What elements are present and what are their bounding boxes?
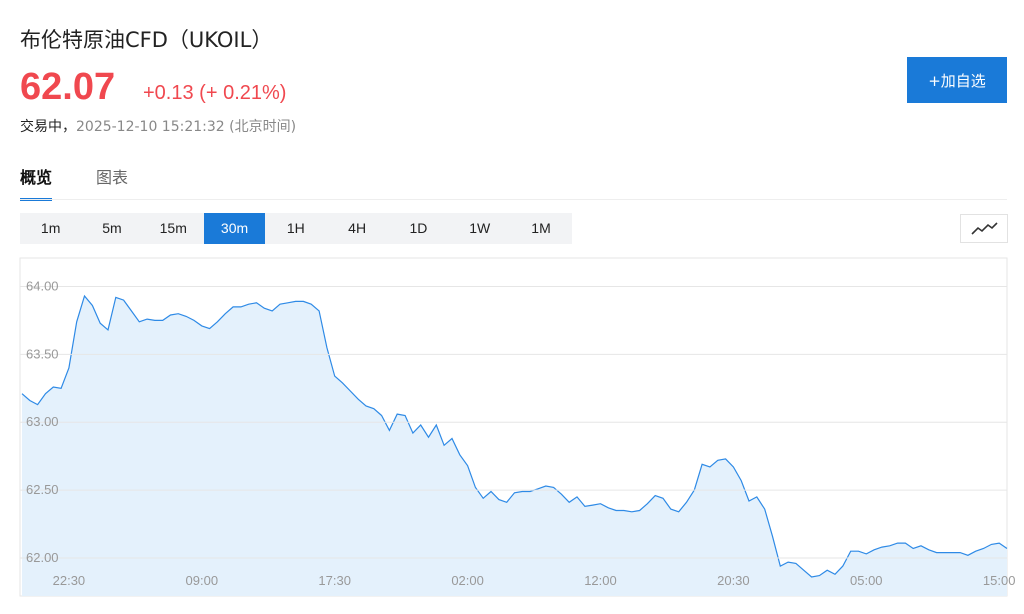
y-tick-label: 63.00 bbox=[26, 414, 59, 429]
x-tick-label: 17:30 bbox=[318, 573, 351, 588]
interval-button[interactable]: 1M bbox=[510, 213, 571, 244]
chart-style-button[interactable] bbox=[960, 214, 1008, 243]
y-tick-label: 62.00 bbox=[26, 550, 59, 565]
x-tick-label: 15:00 bbox=[983, 573, 1016, 588]
interval-button[interactable]: 30m bbox=[203, 213, 266, 244]
y-tick-label: 62.50 bbox=[26, 482, 59, 497]
timestamp: 2025-12-10 15:21:32 (北京时间) bbox=[76, 119, 297, 135]
plot-frame bbox=[19, 257, 1008, 597]
price-change: +0.13 (+ 0.21%) bbox=[143, 82, 286, 105]
interval-button[interactable]: 1m bbox=[20, 213, 81, 244]
y-tick-label: 64.00 bbox=[26, 279, 59, 294]
y-tick-label: 63.50 bbox=[26, 346, 59, 361]
interval-bar: 1m 5m 15m 30m 1H 4H 1D 1W 1M bbox=[20, 213, 572, 244]
tab[interactable]: 图表 bbox=[96, 168, 129, 187]
interval-button[interactable]: 15m bbox=[143, 213, 204, 244]
watchlist-button[interactable]: +加自选 bbox=[907, 57, 1007, 103]
status-line: 交易中，2025-12-10 15:21:32 (北京时间) bbox=[20, 116, 296, 136]
tab[interactable]: 概览 bbox=[20, 164, 53, 201]
area-fill bbox=[22, 296, 1007, 596]
interval-button[interactable]: 1W bbox=[449, 213, 510, 244]
instrument-title: 布伦特原油CFD（UKOIL） bbox=[20, 28, 273, 52]
price-line bbox=[21, 294, 1008, 578]
tab-bar: 概览 图表 bbox=[20, 164, 128, 201]
x-tick-label: 12:00 bbox=[584, 573, 617, 588]
x-tick-label: 02:00 bbox=[451, 573, 484, 588]
change-pct: (+ 0.21%) bbox=[199, 82, 287, 104]
x-tick-label: 20:30 bbox=[717, 573, 750, 588]
interval-button[interactable]: 1D bbox=[388, 213, 449, 244]
x-tick-label: 05:00 bbox=[850, 573, 883, 588]
interval-button[interactable]: 4H bbox=[326, 213, 387, 244]
status: 交易中， bbox=[20, 119, 76, 135]
change: +0.13 bbox=[143, 82, 194, 104]
x-tick-label: 22:30 bbox=[53, 573, 86, 588]
divider bbox=[20, 199, 1007, 200]
last-price: 62.07 bbox=[20, 66, 116, 108]
line-icon bbox=[971, 222, 998, 235]
interval-button[interactable]: 5m bbox=[81, 213, 142, 244]
x-tick-label: 09:00 bbox=[186, 573, 219, 588]
interval-button[interactable]: 1H bbox=[265, 213, 326, 244]
